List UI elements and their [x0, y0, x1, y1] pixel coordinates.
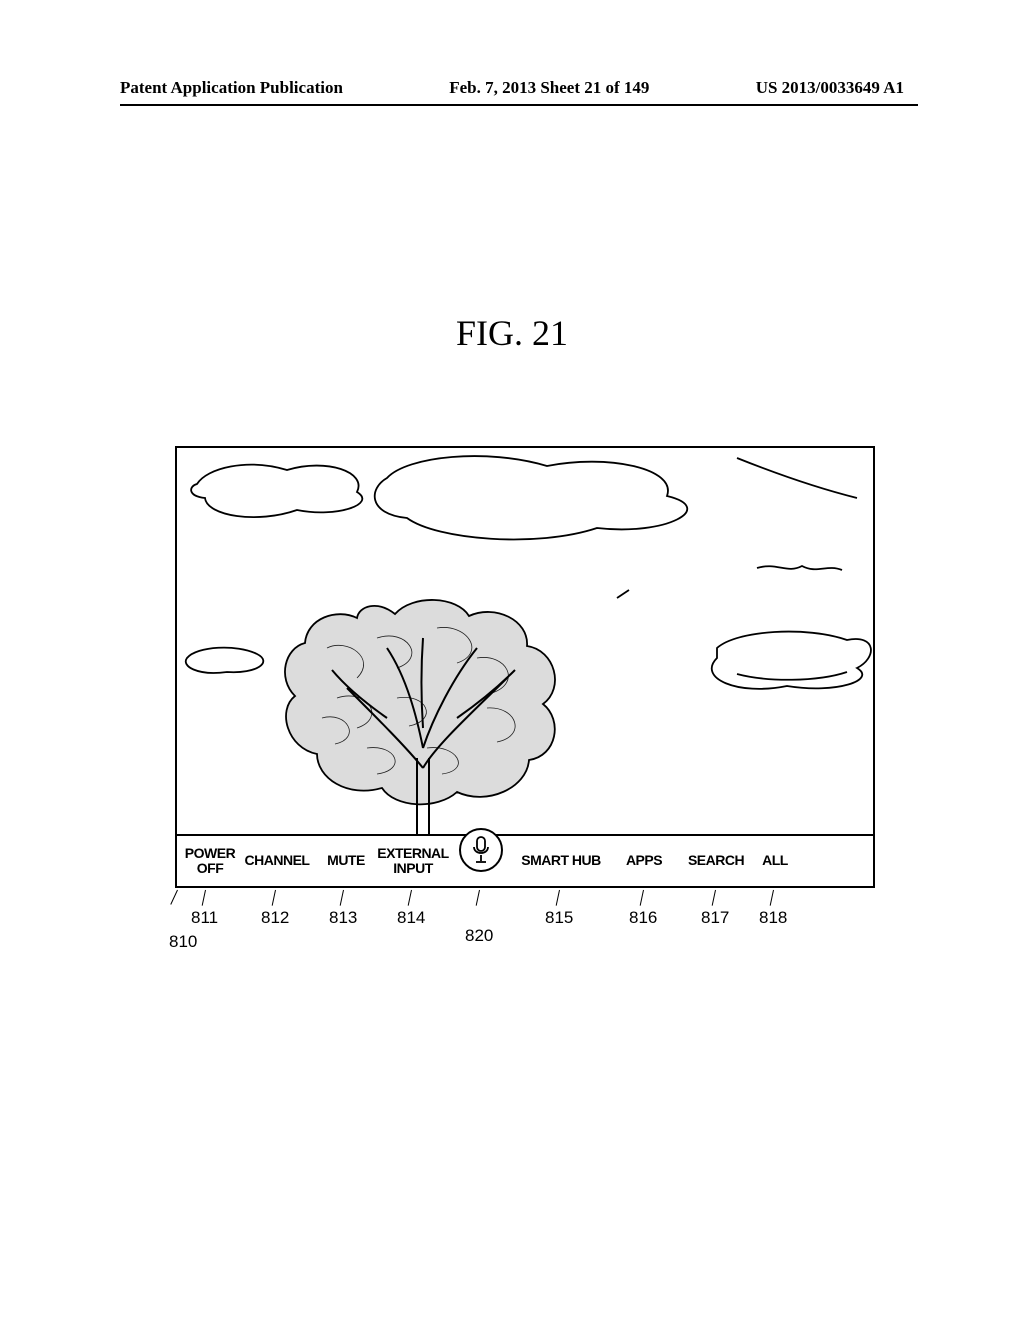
tree-icon: [285, 600, 555, 834]
callout-tick: [340, 890, 344, 906]
menu-mute[interactable]: MUTE: [321, 853, 371, 868]
ref-816: 816: [629, 908, 657, 928]
menu-apps[interactable]: APPS: [617, 853, 671, 868]
ref-814: 814: [397, 908, 425, 928]
ref-812: 812: [261, 908, 289, 928]
callout-tick: [476, 890, 480, 906]
screen-drawing: [177, 448, 873, 834]
callout-tick: [770, 890, 774, 906]
menu-label: CHANNEL: [239, 853, 315, 868]
ref-813: 813: [329, 908, 357, 928]
menu-label: INPUT: [375, 861, 451, 876]
ref-815: 815: [545, 908, 573, 928]
scene-svg: [177, 448, 873, 834]
menu-label: APPS: [617, 853, 671, 868]
callout-tick: [170, 890, 178, 905]
ref-811: 811: [191, 908, 218, 928]
figure-title: FIG. 21: [0, 312, 1024, 354]
menu-label: OFF: [183, 861, 237, 876]
menu-label: SEARCH: [683, 853, 749, 868]
header-right: US 2013/0033649 A1: [756, 78, 904, 98]
menu-external-input[interactable]: EXTERNAL INPUT: [375, 846, 451, 877]
header-left: Patent Application Publication: [120, 78, 343, 98]
menu-search[interactable]: SEARCH: [683, 853, 749, 868]
ref-817: 817: [701, 908, 729, 928]
menu-label: ALL: [755, 853, 795, 868]
callout-tick: [640, 890, 644, 906]
menu-label: SMART HUB: [515, 853, 607, 868]
microphone-icon[interactable]: [459, 828, 503, 872]
page-header: Patent Application Publication Feb. 7, 2…: [0, 78, 1024, 98]
menu-smart-hub[interactable]: SMART HUB: [515, 853, 607, 868]
menu-label: POWER: [183, 846, 237, 861]
menu-power-off[interactable]: POWER OFF: [183, 846, 237, 877]
menu-channel[interactable]: CHANNEL: [239, 853, 315, 868]
callout-tick: [556, 890, 560, 906]
ref-820: 820: [465, 926, 493, 946]
menu-all[interactable]: ALL: [755, 853, 795, 868]
ref-818: 818: [759, 908, 787, 928]
ref-810: 810: [169, 932, 197, 952]
menu-label: MUTE: [321, 853, 371, 868]
menu-label: EXTERNAL: [375, 846, 451, 861]
tv-screen-frame: POWER OFF CHANNEL MUTE EXTERNAL INPUT: [175, 446, 875, 888]
callout-tick: [272, 890, 276, 906]
header-center: Feb. 7, 2013 Sheet 21 of 149: [449, 78, 649, 98]
header-rule: [120, 104, 918, 106]
voice-menu-bar: POWER OFF CHANNEL MUTE EXTERNAL INPUT: [177, 834, 873, 886]
callout-tick: [408, 890, 412, 906]
callout-tick: [202, 890, 206, 906]
callout-tick: [712, 890, 716, 906]
